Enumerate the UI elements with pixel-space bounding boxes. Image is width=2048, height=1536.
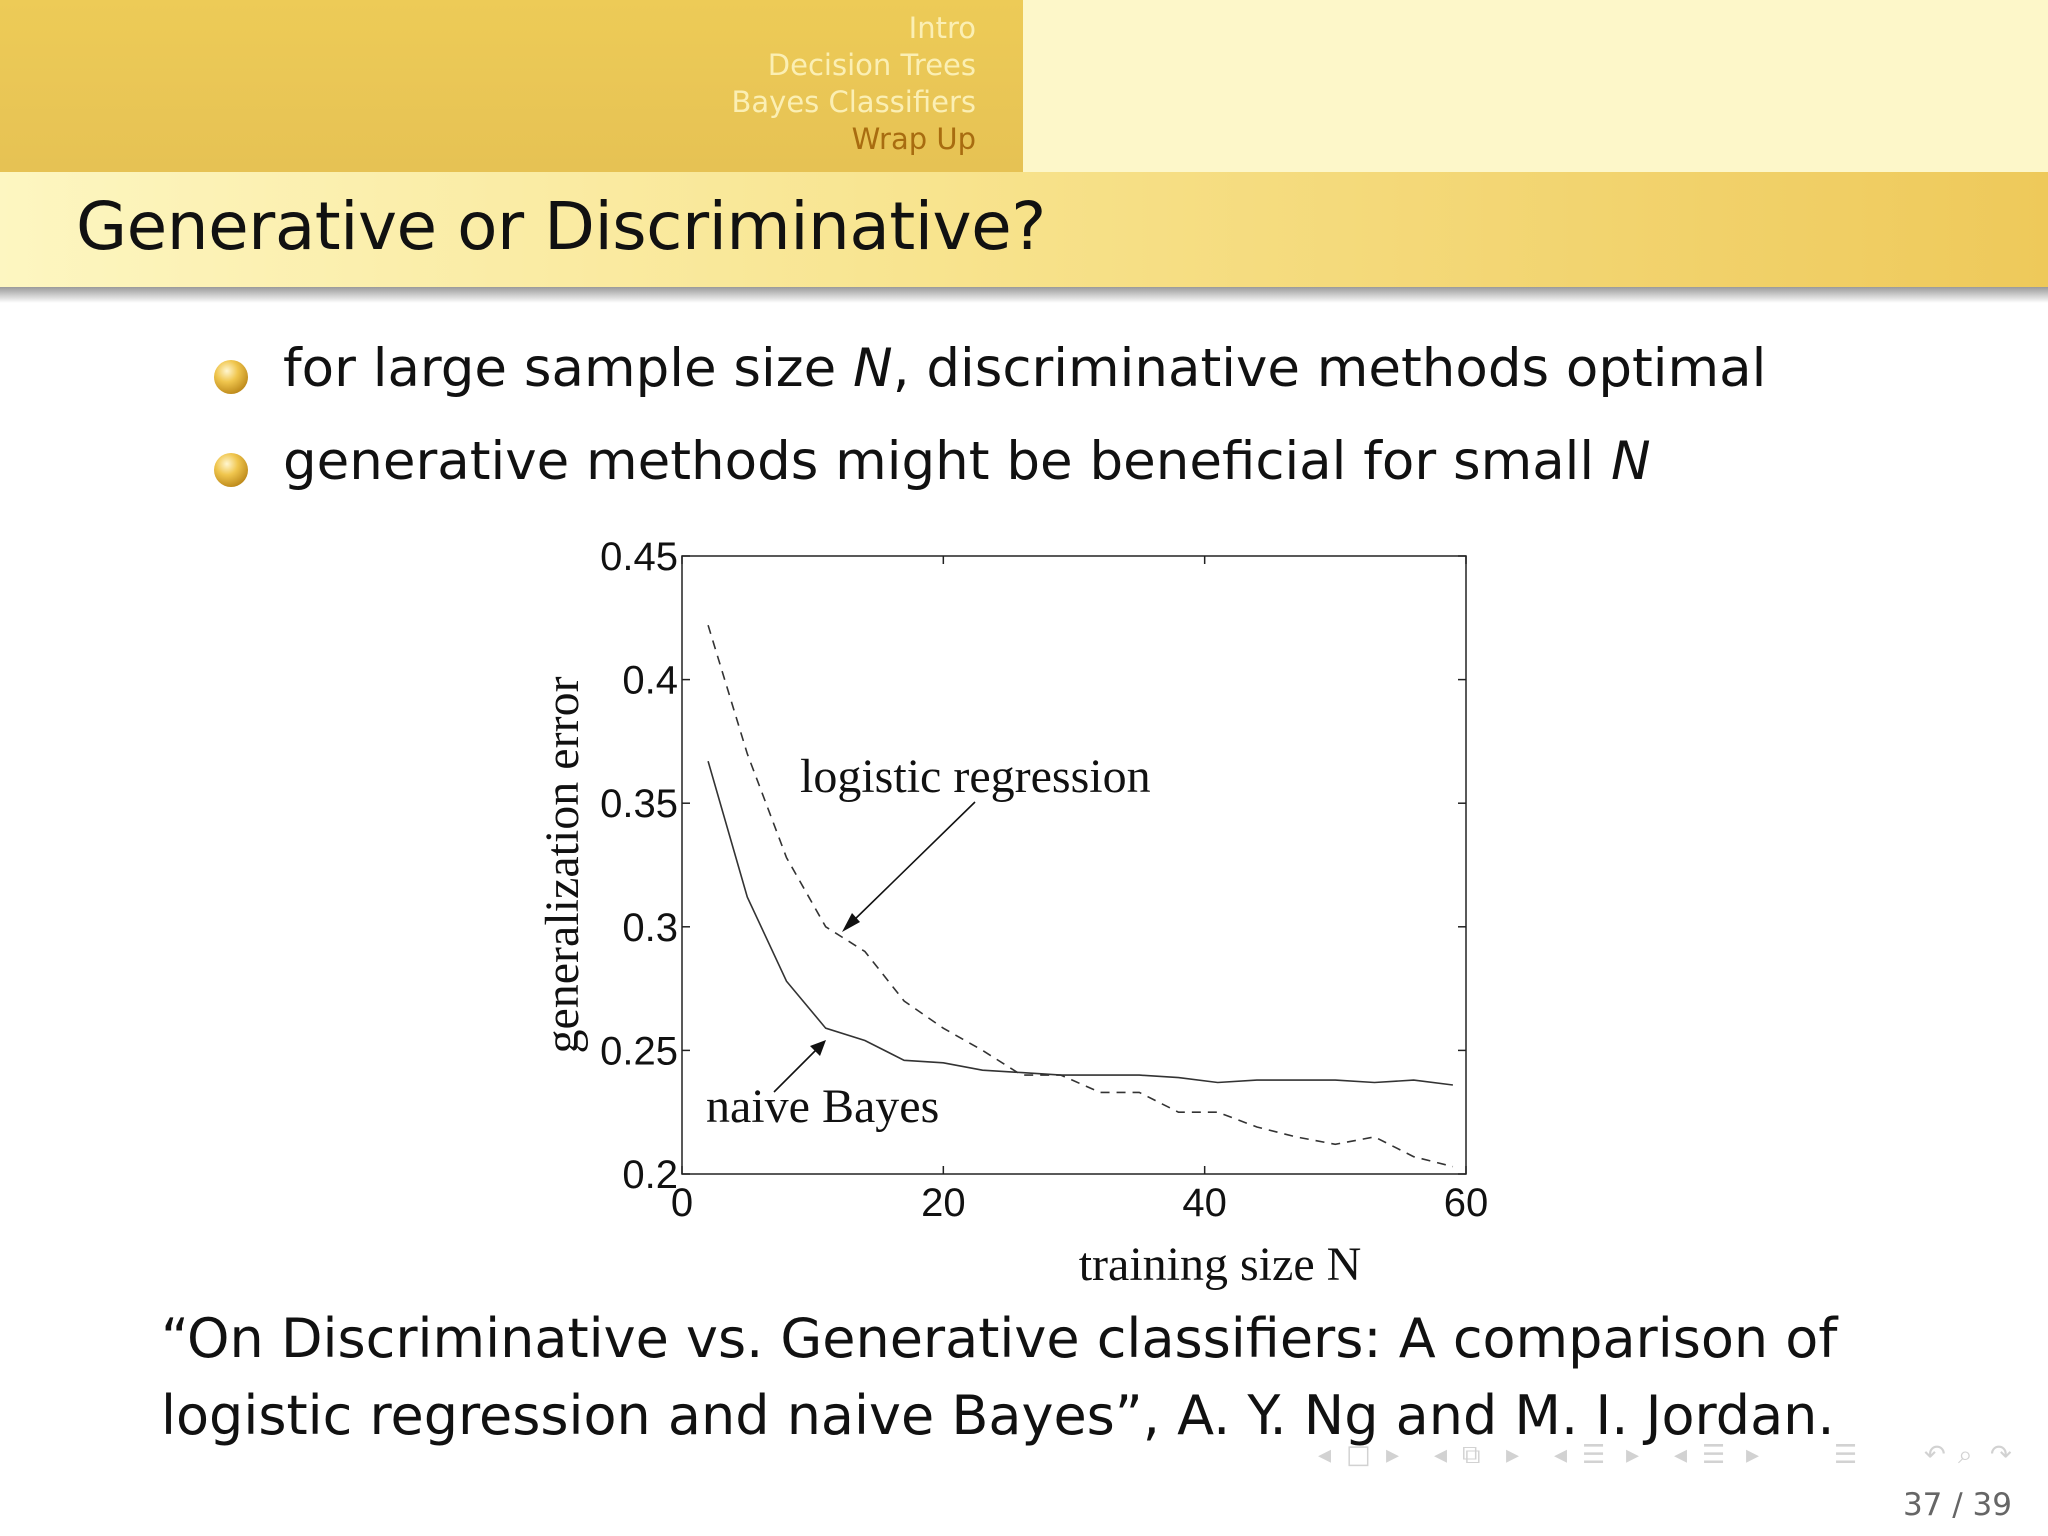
plot-frame [681, 555, 1467, 1175]
subsection-icon[interactable]: ⧉ [1462, 1440, 1481, 1470]
section-link-decision-trees[interactable]: Decision Trees [767, 48, 976, 82]
y-tick-label: 0.2 [622, 1153, 678, 1197]
y-tick-label: 0.25 [600, 1029, 678, 1073]
redo-icon[interactable]: ↷ [1990, 1440, 2012, 1470]
section-icon[interactable]: ☰ [1582, 1440, 1606, 1470]
section-link-bayes-classifiers[interactable]: Bayes Classifiers [731, 85, 977, 119]
prev-subsection-icon[interactable]: ◂ [1434, 1440, 1448, 1470]
prev-frame-icon[interactable]: ◂ [1318, 1440, 1332, 1470]
page-number: 37 / 39 [1902, 1487, 2012, 1523]
citation-line-2: logistic regression and naive Bayes”, A.… [161, 1384, 1835, 1447]
annotation-arrow-logistic [849, 801, 976, 925]
y-axis-label: generalization error [536, 676, 589, 1053]
chart-annotations: logistic regression naive Bayes [706, 750, 1151, 1133]
x-tick-label: 40 [1182, 1181, 1227, 1225]
bullet-ball-icon [214, 360, 248, 394]
section-link-intro[interactable]: Intro [908, 11, 976, 45]
slide-icon[interactable]: ☰ [1702, 1440, 1726, 1470]
title-bar-shadow [0, 287, 2048, 303]
header-section-panel [0, 0, 1023, 172]
x-tick-label: 0 [671, 1181, 693, 1225]
next-frame-icon[interactable]: ▸ [1386, 1440, 1400, 1470]
y-tick-label: 0.35 [600, 782, 678, 826]
bullet-ball-icon [214, 453, 248, 487]
next-subsection-icon[interactable]: ▸ [1506, 1440, 1520, 1470]
annotation-arrowhead-naive-bayes [810, 1040, 826, 1056]
y-tick-label: 0.45 [600, 535, 678, 579]
y-tick-label: 0.4 [622, 659, 678, 703]
y-tick-label: 0.3 [622, 906, 678, 950]
slide-title: Generative or Discriminative? [76, 188, 1046, 265]
prev-slide-icon[interactable]: ◂ [1674, 1440, 1688, 1470]
section-link-wrap-up[interactable]: Wrap Up [851, 122, 976, 156]
next-slide-icon[interactable]: ▸ [1746, 1440, 1760, 1470]
x-tick-label: 60 [1444, 1181, 1489, 1225]
bullet-text: for large sample size N, discriminative … [283, 338, 1767, 399]
x-tick-label: 20 [921, 1181, 966, 1225]
header-bar: Intro Decision Trees Bayes Classifiers W… [0, 0, 2048, 172]
next-section-icon[interactable]: ▸ [1626, 1440, 1640, 1470]
annotation-naive-bayes: naive Bayes [706, 1080, 939, 1133]
header-subsection-panel [1023, 0, 2048, 172]
frame-icon[interactable]: □ [1346, 1440, 1371, 1470]
annotation-logistic-regression: logistic regression [800, 750, 1151, 803]
x-axis-label: training size N [1079, 1238, 1362, 1291]
align-icon[interactable]: ☰ [1834, 1440, 1858, 1470]
title-bar [0, 172, 2048, 287]
search-icon[interactable]: ⌕ [1958, 1440, 1973, 1470]
bullet-text: generative methods might be beneficial f… [283, 431, 1651, 492]
beamer-navigation-bar: ◂ □ ▸ ◂ ⧉ ▸ ◂ ☰ ▸ ◂ ☰ ▸ ☰ ↶ ⌕ ↷ [1310, 1440, 2030, 1480]
section-navigation: Intro Decision Trees Bayes Classifiers W… [732, 10, 977, 158]
citation-line-1: “On Discriminative vs. Generative classi… [161, 1307, 1838, 1370]
annotation-arrowhead-logistic [842, 913, 860, 932]
citation: “On Discriminative vs. Generative classi… [161, 1300, 1837, 1454]
annotation-arrow-naive-bayes [773, 1043, 823, 1093]
undo-icon[interactable]: ↶ [1924, 1440, 1946, 1470]
prev-section-icon[interactable]: ◂ [1554, 1440, 1568, 1470]
series-line-naive-Bayes [707, 760, 1453, 1086]
